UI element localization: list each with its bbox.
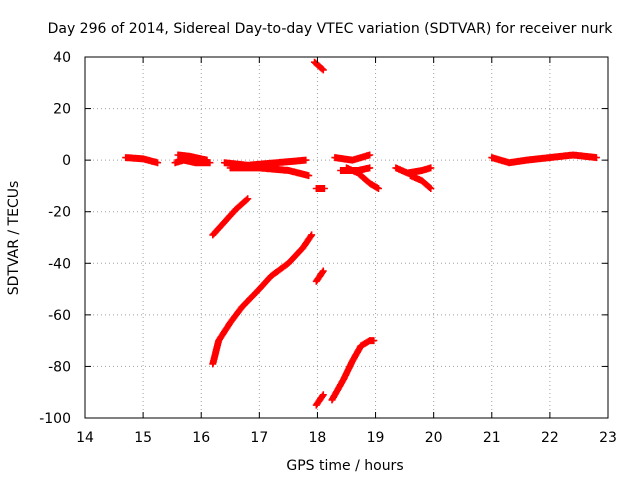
data-series [406,172,435,192]
data-series [328,337,378,404]
y-tick-label: -40 [48,256,71,272]
series-markers [312,185,328,192]
y-tick-label: -20 [48,205,71,221]
x-tick-label: 18 [309,430,327,446]
series-markers [311,58,327,74]
plot-frame [84,56,609,419]
data-series [392,164,435,177]
data-series [312,185,328,192]
series-markers [312,391,327,409]
data-series [331,151,374,164]
data-series [312,391,327,409]
series-markers [312,267,327,285]
y-tick-label: -60 [48,308,71,324]
series-markers [392,164,435,177]
series-markers [337,164,374,174]
data-series [174,151,211,164]
data-series [122,154,162,167]
data-series [226,164,313,180]
y-tick-label: -80 [48,359,71,375]
series-markers [488,151,600,167]
x-tick-label: 21 [483,430,501,446]
x-axis-label: GPS time / hours [286,458,403,474]
x-tick-label: 20 [425,430,443,446]
data-series [312,267,327,285]
data-series [488,151,600,167]
y-axis-label: SDTVAR / TECUs [6,181,22,296]
data-series [209,231,316,368]
y-tick-label: -100 [39,411,71,427]
series-markers [209,231,316,368]
axis-ticks: 14 15 16 17 18 19 20 21 22 23 -100 -80 -60 -40 -20 0 20 4… [39,50,617,446]
series-markers [209,195,252,239]
x-tick-label: 23 [599,430,617,446]
x-tick-label: 14 [76,430,94,446]
data-series [209,195,252,239]
x-tick-label: 16 [192,430,210,446]
data-series [311,58,327,74]
y-tick-label: 20 [53,102,71,118]
series-markers [226,164,313,180]
y-tick-label: 0 [62,153,71,169]
x-tick-label: 17 [250,430,268,446]
series-markers [174,151,211,164]
data-series [337,164,374,174]
x-tick-label: 22 [541,430,559,446]
data-layer [122,58,600,409]
x-tick-label: 19 [367,430,385,446]
series-markers [328,337,378,404]
y-tick-label: 40 [53,50,71,66]
grid [85,57,608,418]
x-tick-label: 15 [134,430,152,446]
series-markers [122,154,162,167]
chart-title: Day 296 of 2014, Sidereal Day-to-day VTE… [48,21,614,37]
series-markers [331,151,374,164]
series-markers [406,172,435,192]
